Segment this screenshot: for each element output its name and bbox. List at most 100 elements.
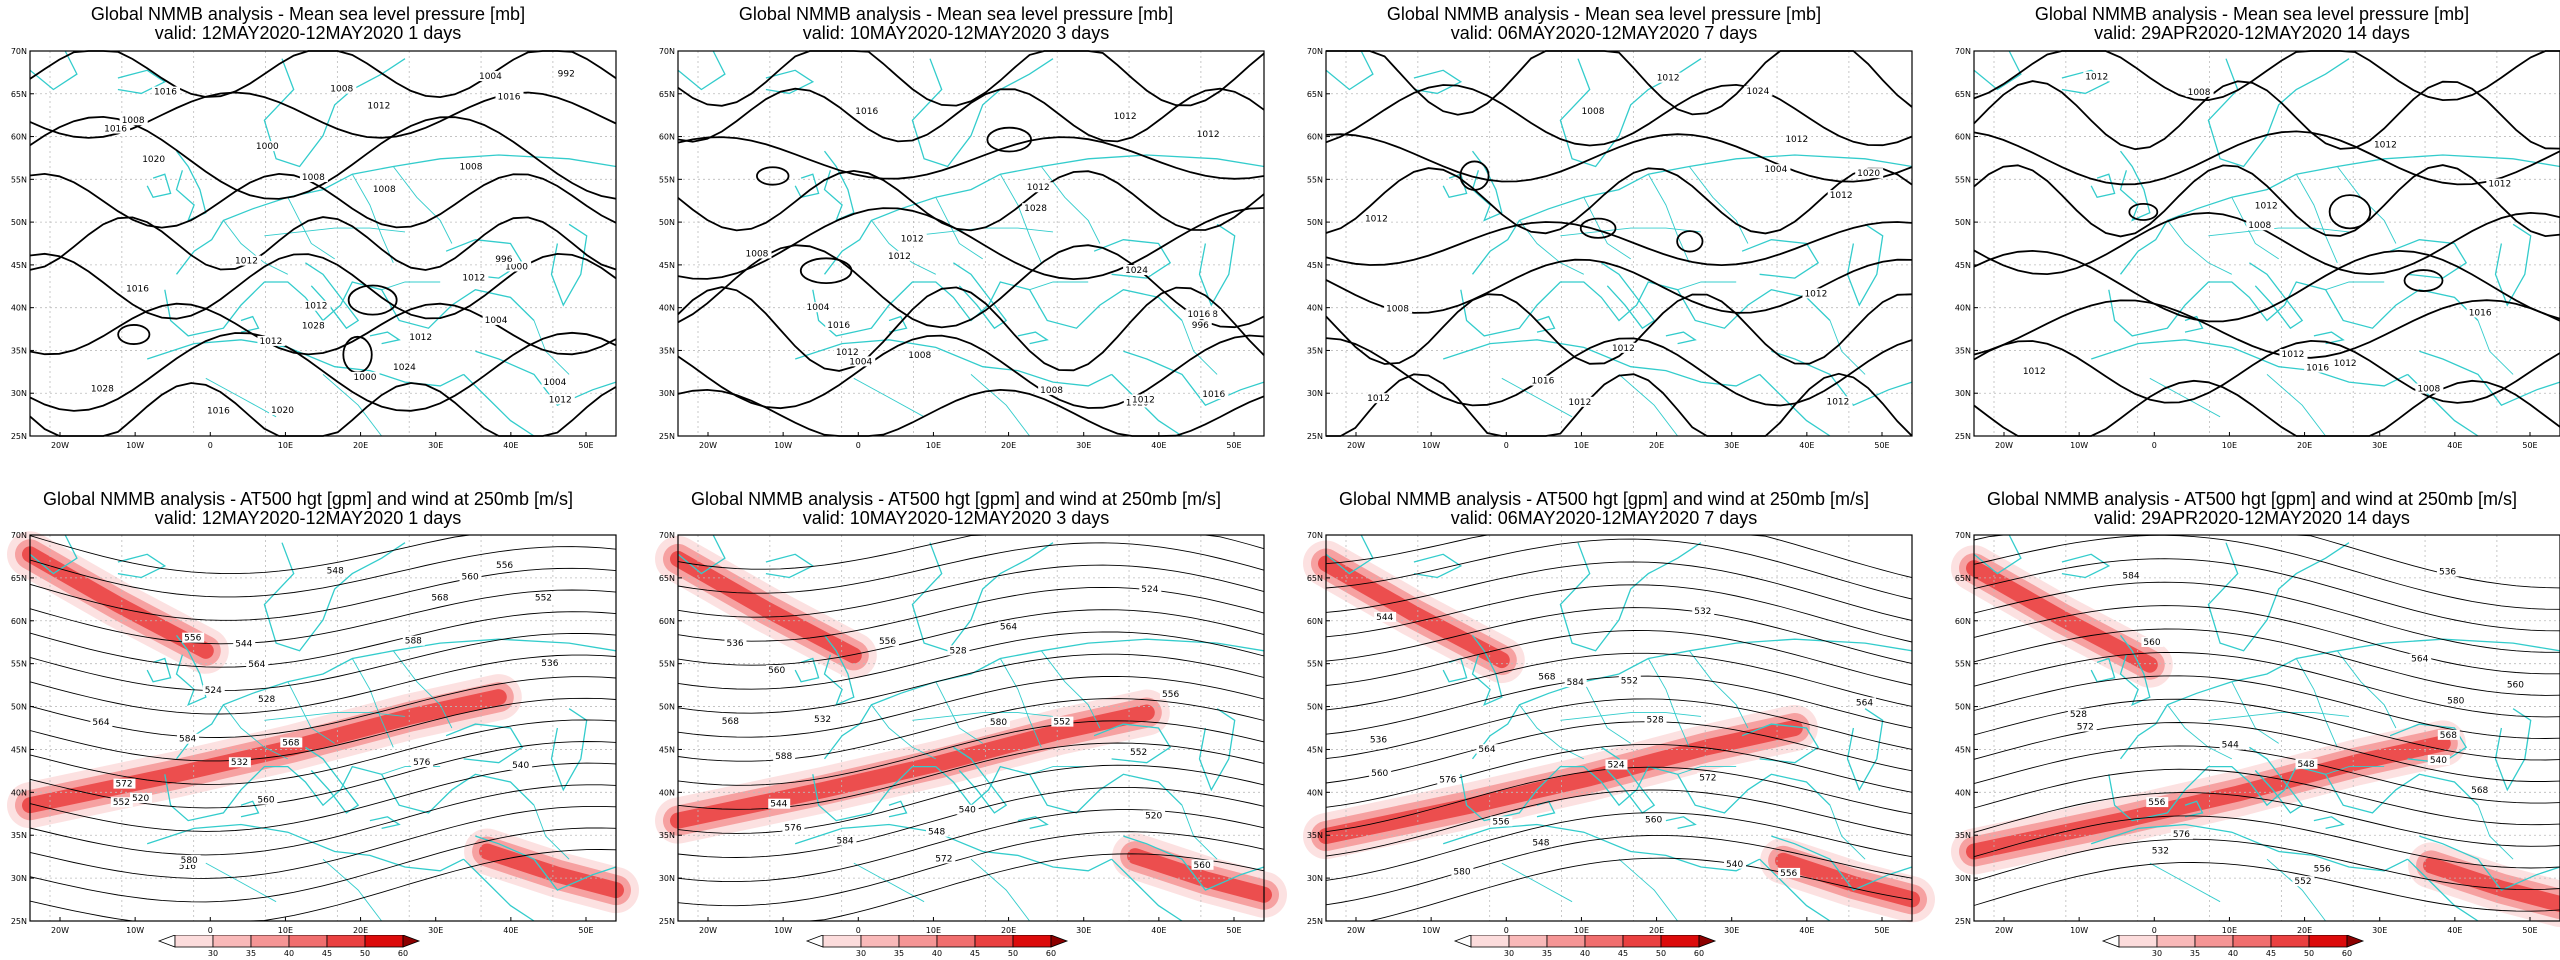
y-tick-label: 60N	[11, 617, 27, 626]
map-plot: 1016101210081012101210121012101610121008…	[1955, 47, 2560, 450]
contour-label: 1012	[2374, 140, 2397, 150]
colorbar-tick-label: 45	[2266, 949, 2276, 957]
x-tick-label: 10W	[126, 441, 144, 450]
coastlines	[29, 534, 617, 922]
y-tick-label: 25N	[11, 917, 27, 926]
contour-label: 548	[928, 828, 945, 838]
x-tick-label: 20E	[1001, 926, 1016, 935]
y-tick-label: 70N	[1955, 47, 1971, 56]
map-gridlines	[678, 534, 1264, 922]
x-tick-label: 10E	[278, 441, 293, 450]
x-tick-label: 30E	[428, 926, 443, 935]
map-axes: 70N 65N 60N 55N 50N 45N 40N 35N 30N 25N 20W 10W 0 10E…	[1307, 47, 1890, 450]
panel-title: Global NMMB analysis - AT500 hgt [gpm] a…	[691, 489, 1221, 509]
y-tick-label: 40N	[1307, 304, 1323, 313]
contour-label: 580	[1453, 867, 1470, 877]
y-tick-label: 70N	[659, 531, 675, 540]
y-tick-label: 35N	[11, 831, 27, 840]
contour-label: 996	[1192, 321, 1209, 331]
colorbar-tick-label: 60	[398, 949, 408, 957]
y-tick-label: 55N	[659, 175, 675, 184]
y-tick-label: 65N	[11, 574, 27, 583]
x-tick-label: 50E	[578, 926, 593, 935]
y-tick-label: 30N	[1307, 389, 1323, 398]
contour-label: 568	[431, 594, 448, 604]
wind-colorbar: 30 35 40 45 50 60	[2101, 935, 2365, 957]
contour-label: 1012	[1197, 130, 1220, 140]
map-axes: 70N 65N 60N 55N 50N 45N 40N 35N 30N 25N 20W 10W 0 10E…	[1307, 531, 1890, 935]
contour-label: 1012	[409, 333, 432, 343]
contour-label: 1012	[1367, 394, 1390, 404]
contour-label: 548	[327, 566, 344, 576]
contour-label: 584	[179, 735, 196, 745]
y-tick-label: 50N	[11, 703, 27, 712]
y-tick-label: 45N	[1307, 261, 1323, 270]
x-tick-label: 0	[856, 441, 861, 450]
contour-label: 1004	[479, 72, 502, 82]
contour-label: 1016	[827, 321, 850, 331]
contour-label: 556	[1780, 869, 1797, 879]
map-gridlines	[1326, 50, 1912, 437]
panel-title: Global NMMB analysis - Mean sea level pr…	[90, 4, 526, 24]
x-tick-label: 30E	[1076, 441, 1091, 450]
contour-label: 580	[990, 718, 1007, 728]
map-plot: 524 528 532 536 540 544 548 552 556 560 564 568 572 5…	[1303, 531, 1935, 935]
y-tick-label: 40N	[11, 788, 27, 797]
x-tick-label: 20E	[2297, 441, 2312, 450]
y-tick-label: 70N	[1307, 47, 1323, 56]
map-frame	[1973, 50, 2560, 437]
x-tick-label: 0	[1504, 926, 1509, 935]
contour-label: 584	[2122, 572, 2139, 582]
contour-label: 524	[1607, 761, 1624, 771]
contour-label: 544	[1376, 613, 1393, 623]
jet-wind-shading	[655, 535, 1287, 918]
panel-valid-period: valid: 10MAY2020-12MAY2020 3 days	[802, 23, 1110, 43]
y-tick-label: 65N	[11, 90, 27, 99]
x-tick-label: 10W	[1422, 441, 1440, 450]
contour-label: 540	[1726, 860, 1743, 870]
colorbar-tick-label: 30	[2152, 949, 2162, 957]
x-tick-label: 10E	[278, 926, 293, 935]
mslp-panel-p2: Global NMMB analysis - Mean sea level pr…	[648, 0, 1265, 475]
contour-labels: 5285325365405445485525565605645685725765…	[2067, 566, 2527, 887]
coastlines	[1973, 50, 2560, 437]
contour-label: 1012	[888, 252, 911, 262]
map-plot: 1028102410201016101210081008100410081012…	[659, 47, 1265, 450]
y-tick-label: 70N	[1955, 531, 1971, 540]
wind-colorbar: 30 35 40 45 50 60	[157, 935, 421, 957]
contour-label: 564	[92, 718, 109, 728]
contour-label: 1024	[393, 363, 416, 373]
map-axes: 70N 65N 60N 55N 50N 45N 40N 35N 30N 25N 20W 10W 0 10E…	[11, 531, 594, 935]
y-tick-label: 35N	[1307, 346, 1323, 355]
contour-label: 568	[282, 738, 299, 748]
x-tick-label: 0	[2152, 441, 2157, 450]
contour-labels: 516 520 524 528 532 536 540 544 548 552 556 560 564 5…	[90, 559, 562, 872]
x-tick-label: 10E	[926, 441, 941, 450]
y-tick-label: 50N	[659, 703, 675, 712]
panel-valid-period: valid: 06MAY2020-12MAY2020 7 days	[1450, 508, 1758, 528]
y-tick-label: 35N	[1955, 346, 1971, 355]
x-tick-label: 20E	[1649, 926, 1664, 935]
x-tick-label: 40E	[503, 926, 518, 935]
contour-label: 532	[2152, 846, 2169, 856]
x-tick-label: 40E	[503, 441, 518, 450]
map-axes: 70N 65N 60N 55N 50N 45N 40N 35N 30N 25N 20W 10W 0 10E…	[1955, 531, 2538, 935]
contour-label: 572	[2077, 723, 2094, 733]
panel-title: Global NMMB analysis - Mean sea level pr…	[2034, 4, 2470, 24]
contour-label: 1012	[1830, 191, 1853, 201]
contour-label: 568	[2440, 731, 2457, 741]
x-tick-label: 40E	[2447, 926, 2462, 935]
map-plot: 1028 1024 1028 1020 1016 1016 1012 1008 1012 1004…	[11, 47, 617, 450]
coastlines	[677, 50, 1265, 437]
contour-label: 1008	[1582, 107, 1605, 117]
contour-label: 556	[1162, 690, 1179, 700]
contour-label: 556	[2314, 865, 2331, 875]
panel-title: Global NMMB analysis - AT500 hgt [gpm] a…	[1339, 489, 1869, 509]
x-tick-label: 50E	[1226, 926, 1241, 935]
map-background	[1974, 51, 2560, 436]
contour-label: 1012	[1804, 289, 1827, 299]
contour-label: 1012	[2255, 202, 2278, 212]
panel-title: Global NMMB analysis - AT500 hgt [gpm] a…	[43, 489, 573, 509]
contour-label: 1012	[2023, 367, 2046, 377]
contour-label: 1012	[1785, 135, 1808, 145]
